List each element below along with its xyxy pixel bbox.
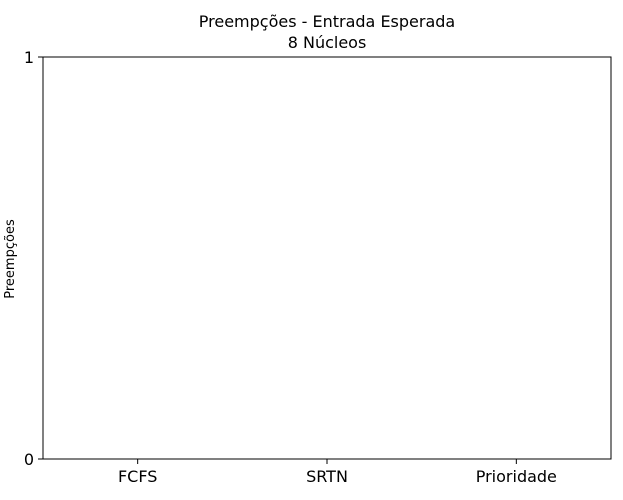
y-tick-label: 0 bbox=[24, 450, 34, 469]
y-ticks: 01 bbox=[24, 48, 43, 469]
plot-area bbox=[42, 56, 612, 460]
y-axis-label: Preempções bbox=[3, 219, 18, 299]
y-tick-label: 1 bbox=[24, 48, 34, 67]
x-ticks: FCFS SRTN Prioridade bbox=[118, 459, 557, 486]
chart-subtitle: 8 Núcleos bbox=[288, 33, 367, 52]
x-tick-label: SRTN bbox=[306, 467, 348, 486]
chart-title: Preempções - Entrada Esperada bbox=[199, 12, 455, 31]
x-tick-label: FCFS bbox=[118, 467, 157, 486]
x-tick-label: Prioridade bbox=[476, 467, 557, 486]
